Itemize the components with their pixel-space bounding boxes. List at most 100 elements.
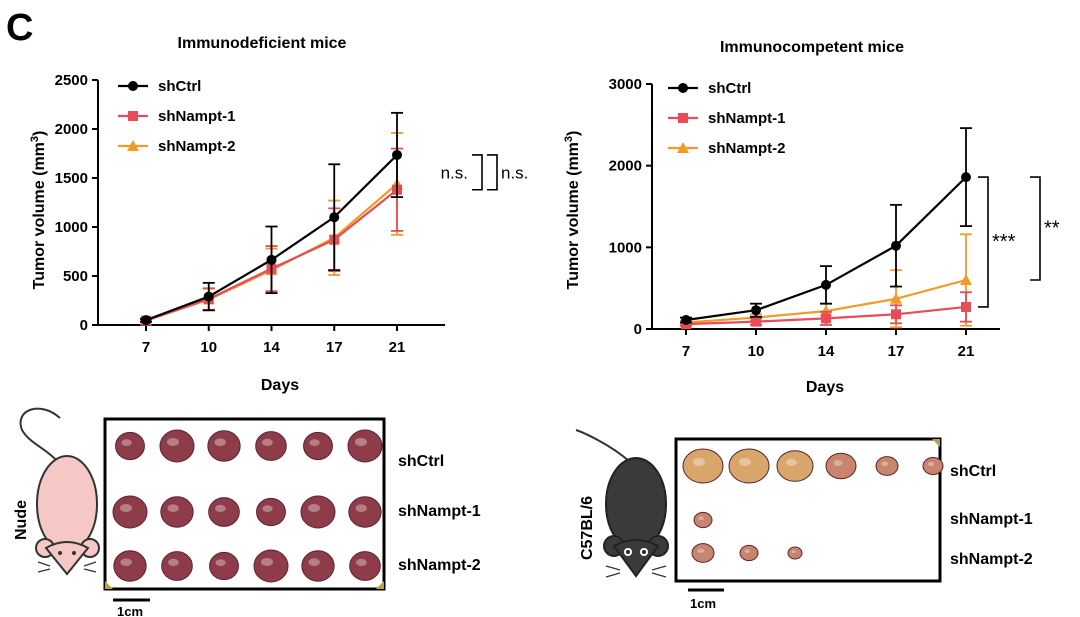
- panel-label: C: [6, 7, 33, 49]
- mouse-icon: [575, 429, 669, 578]
- scale-label: 1cm: [117, 604, 143, 617]
- tumor: [300, 495, 336, 529]
- tumor: [691, 543, 715, 563]
- tumor-highlight: [120, 504, 132, 512]
- x-tick-label: 7: [142, 339, 150, 356]
- significance-bracket: [487, 154, 498, 191]
- photo-panel-c57bl6: C57BL/6 shCtrl shNampt-1 shNampt-2 1cm: [575, 429, 1033, 611]
- series-shctrl-point: [392, 149, 402, 160]
- tumor-highlight: [739, 458, 751, 466]
- tumor-highlight: [744, 549, 750, 553]
- y-axis-label-sup: 3: [563, 136, 575, 142]
- tumor: [739, 544, 759, 562]
- series-shnampt-2-point: [890, 292, 902, 304]
- tumor: [349, 551, 381, 581]
- legend-label: shNampt-2: [708, 140, 786, 157]
- series-shnampt-1-point: [891, 309, 901, 320]
- tumor-highlight: [693, 458, 705, 466]
- row-label-shnampt-1: shNampt-1: [950, 511, 1033, 528]
- series-shctrl-point: [329, 212, 340, 223]
- tumor-highlight: [121, 439, 132, 446]
- tumor-highlight: [167, 504, 179, 512]
- y-axis-label-close: ): [565, 131, 582, 136]
- row-label-shnampt-2: shNampt-2: [950, 551, 1033, 568]
- y-axis-label: Tumor volume (mm3): [563, 131, 582, 290]
- x-tick-label: 10: [748, 343, 765, 360]
- y-axis-label-text: Tumor volume (mm: [31, 142, 48, 289]
- x-tick-label: 14: [818, 343, 835, 360]
- series-shnampt-2-point: [960, 274, 972, 285]
- tumor-highlight: [698, 516, 704, 520]
- tumor-highlight: [308, 558, 320, 566]
- tumor: [161, 551, 193, 581]
- tumor: [348, 496, 382, 528]
- y-axis-label: Tumor volume (mm3): [29, 131, 48, 290]
- legend-label: shNampt-1: [708, 110, 786, 127]
- series-shnampt-1-point: [821, 313, 831, 324]
- y-tick-label: 0: [80, 317, 88, 334]
- series-shctrl-point: [821, 279, 831, 290]
- tumor: [347, 429, 383, 463]
- significance-bracket: [978, 176, 989, 308]
- tumor-highlight: [308, 504, 320, 512]
- x-tick-label: 14: [263, 339, 280, 356]
- y-axis-label-sup: 3: [29, 136, 41, 142]
- photo-frame: [103, 417, 386, 591]
- tumor-highlight: [355, 504, 367, 512]
- tumor-highlight: [262, 438, 273, 446]
- svg-text:Tumor volume (mm3): Tumor volume (mm3): [29, 131, 48, 290]
- series-shctrl-point: [751, 305, 761, 316]
- x-tick-label: 21: [389, 339, 406, 356]
- series-shctrl-point: [961, 172, 971, 183]
- series-shctrl-point: [891, 240, 901, 251]
- series-shnampt-2-point: [820, 305, 832, 317]
- tumor: [207, 430, 241, 462]
- x-tick-label: 17: [326, 339, 343, 356]
- significance-bracket: [472, 154, 483, 191]
- y-tick-label: 2500: [55, 72, 88, 89]
- tumor-highlight: [215, 504, 226, 512]
- tumor-highlight: [120, 558, 132, 566]
- x-tick-label: 10: [200, 339, 217, 356]
- series-shctrl-point: [681, 315, 691, 326]
- significance-bracket: [1030, 176, 1041, 281]
- series-shnampt-1-point: [961, 301, 971, 312]
- legend-marker: [677, 142, 689, 153]
- x-tick-label: 7: [682, 343, 690, 360]
- tumor-highlight: [786, 458, 797, 466]
- tumor: [787, 546, 803, 560]
- series-shctrl-point: [266, 254, 277, 265]
- legend-marker: [128, 111, 138, 121]
- mouse-label: C57BL/6: [579, 496, 596, 560]
- y-tick-label: 1000: [55, 219, 88, 236]
- x-tick-label: 17: [888, 343, 905, 360]
- series-shctrl-point: [141, 315, 151, 326]
- tumor-highlight: [791, 550, 796, 553]
- chart-title: Immunodeficient mice: [178, 35, 347, 52]
- x-axis-label: Days: [806, 379, 844, 396]
- scale-label: 1cm: [690, 596, 716, 611]
- row-label-shnampt-2: shNampt-2: [398, 557, 481, 574]
- mouse-label: Nude: [13, 500, 30, 540]
- tumor: [682, 448, 724, 484]
- row-label-shctrl: shCtrl: [398, 453, 444, 470]
- series-shnampt-1-point: [751, 316, 761, 327]
- tumor-highlight: [214, 438, 226, 447]
- mouse-icon: [19, 407, 100, 576]
- tumor: [159, 429, 195, 463]
- row-label-shnampt-1: shNampt-1: [398, 503, 481, 520]
- tumor: [825, 452, 857, 480]
- legend-marker: [678, 83, 688, 93]
- tumor: [255, 431, 287, 461]
- tumor: [160, 496, 194, 528]
- series-shctrl-point: [203, 291, 214, 302]
- tumor: [875, 456, 899, 476]
- chart-immunocompetent: Immunocompetent mice Tumor volume (mm3) …: [563, 39, 1060, 396]
- legend-label: shCtrl: [158, 78, 201, 95]
- tumor: [301, 550, 335, 582]
- y-tick-label: 1500: [55, 170, 88, 187]
- row-label-shctrl: shCtrl: [950, 463, 996, 480]
- significance-label: n.s.: [501, 163, 528, 182]
- tumor: [693, 511, 713, 529]
- tumor-highlight: [215, 559, 226, 566]
